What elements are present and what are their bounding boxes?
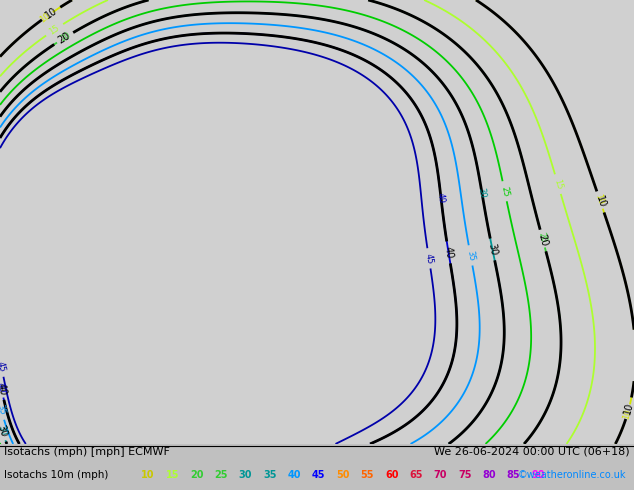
Text: 45: 45 [312, 470, 325, 480]
Text: 35: 35 [263, 470, 276, 480]
Text: 10: 10 [621, 408, 633, 420]
Text: 55: 55 [361, 470, 374, 480]
Text: 20: 20 [59, 30, 72, 44]
Text: 85: 85 [507, 470, 521, 480]
Text: 20: 20 [56, 31, 72, 46]
Text: 70: 70 [434, 470, 447, 480]
Text: We 26-06-2024 00:00 UTC (06+18): We 26-06-2024 00:00 UTC (06+18) [434, 447, 630, 457]
Text: 10: 10 [623, 401, 634, 416]
Text: 30: 30 [0, 424, 8, 437]
Text: 40: 40 [443, 245, 455, 259]
Text: Isotachs (mph) [mph] ECMWF: Isotachs (mph) [mph] ECMWF [4, 447, 170, 457]
Text: 40: 40 [0, 382, 7, 393]
Text: 10: 10 [37, 11, 51, 24]
Text: 20: 20 [536, 231, 548, 244]
Text: 30: 30 [0, 424, 9, 439]
Text: 40: 40 [0, 382, 8, 396]
Text: 15: 15 [165, 470, 179, 480]
Text: 60: 60 [385, 470, 399, 480]
Text: 15: 15 [552, 178, 564, 191]
Text: 25: 25 [214, 470, 228, 480]
Text: Isotachs 10m (mph): Isotachs 10m (mph) [4, 470, 108, 480]
Text: 90: 90 [531, 470, 545, 480]
Text: 45: 45 [424, 252, 434, 264]
Text: 65: 65 [410, 470, 423, 480]
Text: 15: 15 [48, 23, 61, 36]
Text: 25: 25 [499, 185, 510, 197]
Text: 50: 50 [336, 470, 350, 480]
Text: 30: 30 [239, 470, 252, 480]
Text: 35: 35 [0, 404, 7, 416]
Text: 10: 10 [593, 193, 605, 205]
Text: 10: 10 [43, 6, 59, 21]
Text: 80: 80 [482, 470, 496, 480]
Text: 10: 10 [594, 195, 607, 209]
Text: 40: 40 [287, 470, 301, 480]
Text: 35: 35 [465, 249, 476, 261]
Text: 20: 20 [190, 470, 204, 480]
Text: 30: 30 [486, 243, 498, 256]
Text: 20: 20 [536, 233, 550, 248]
Text: 30: 30 [477, 187, 488, 199]
Text: ©weatheronline.co.uk: ©weatheronline.co.uk [517, 470, 626, 480]
Text: 10: 10 [141, 470, 155, 480]
Text: 45: 45 [0, 361, 7, 373]
Text: 75: 75 [458, 470, 472, 480]
Text: 40: 40 [436, 192, 446, 203]
